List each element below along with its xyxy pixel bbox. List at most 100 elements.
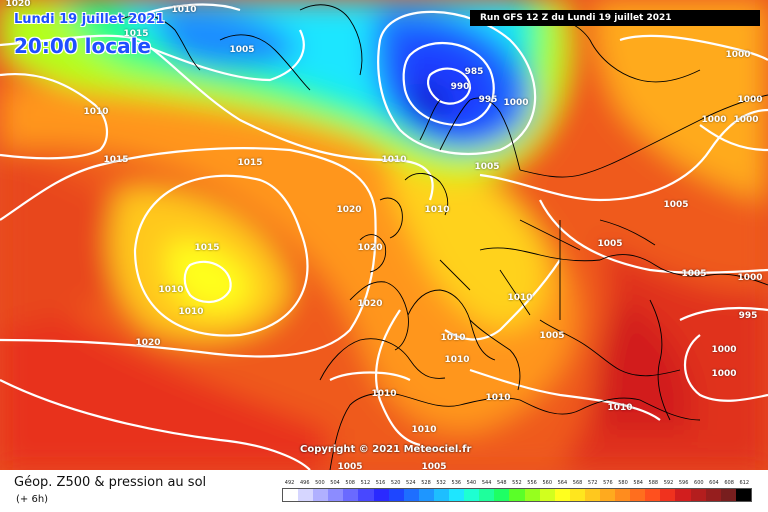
isobar-label: 1010 bbox=[178, 307, 204, 317]
run-banner: Run GFS 12 Z du Lundi 19 juillet 2021 bbox=[470, 10, 760, 26]
scale-tick-label: 596 bbox=[678, 480, 689, 486]
isobars bbox=[0, 3, 768, 470]
scale-tick-label: 592 bbox=[663, 480, 674, 486]
isobar-label: 1000 bbox=[701, 115, 727, 125]
scale-swatch bbox=[373, 489, 389, 501]
scale-tick-label: 536 bbox=[451, 480, 462, 486]
isobar-label: 1010 bbox=[371, 389, 397, 399]
isobar-label: 1010 bbox=[485, 393, 511, 403]
scale-tick-label: 608 bbox=[724, 480, 734, 486]
isobar-label: 1000 bbox=[733, 115, 759, 125]
scale-tick-label: 576 bbox=[603, 480, 613, 486]
isobar-label: 1010 bbox=[83, 107, 109, 117]
isobar-label: 1010 bbox=[444, 355, 470, 365]
isobar-label: 990 bbox=[450, 82, 470, 92]
scale-swatch bbox=[569, 489, 585, 501]
product-title: Géop. Z500 & pression au sol bbox=[14, 475, 207, 490]
scale-swatch bbox=[418, 489, 434, 501]
scale-swatch bbox=[705, 489, 721, 501]
weather-map: 1020 1015 1010 1005 985 990 995 1000 1000 1000 100… bbox=[0, 0, 768, 470]
scale-tick-label: 544 bbox=[481, 480, 492, 486]
isobar-label: 1010 bbox=[411, 425, 437, 435]
isobar-label: 1000 bbox=[503, 98, 529, 108]
isobar-label: 1015 bbox=[237, 158, 263, 168]
isobar-label: 1015 bbox=[103, 155, 129, 165]
scale-tick-label: 540 bbox=[466, 480, 477, 486]
isobar-label: 1010 bbox=[381, 155, 407, 165]
color-scale-ticks: 492 496 500 504 508 512 516 520 524 528 532 536 540 5… bbox=[282, 478, 752, 488]
scale-swatch bbox=[599, 489, 616, 501]
scale-tick-label: 580 bbox=[618, 480, 628, 486]
isobar-label: 1005 bbox=[229, 45, 255, 55]
scale-tick-label: 604 bbox=[709, 480, 719, 486]
scale-tick-label: 508 bbox=[345, 480, 355, 486]
scale-tick-label: 500 bbox=[315, 480, 325, 486]
scale-swatch bbox=[298, 489, 314, 501]
geopotential-field bbox=[0, 0, 768, 470]
scale-tick-label: 532 bbox=[436, 480, 446, 486]
scale-swatch bbox=[358, 489, 374, 501]
isobar-label: 1020 bbox=[5, 0, 31, 9]
copyright-notice: Copyright © 2021 Meteociel.fr bbox=[300, 444, 472, 455]
scale-tick-label: 552 bbox=[512, 480, 522, 486]
isobar-label: 1010 bbox=[171, 5, 197, 15]
scale-tick-label: 560 bbox=[542, 480, 552, 486]
scale-swatch bbox=[464, 489, 480, 501]
scale-swatch bbox=[283, 489, 299, 501]
isobar-label: 1020 bbox=[336, 205, 362, 215]
isobar-label: 1000 bbox=[711, 345, 737, 355]
scale-swatch bbox=[343, 489, 359, 501]
forecast-time: 20:00 locale bbox=[14, 34, 151, 58]
isobar-label: 1010 bbox=[440, 333, 466, 343]
isobar-label: 1000 bbox=[711, 369, 737, 379]
scale-swatch bbox=[645, 489, 661, 501]
scale-swatch bbox=[735, 489, 751, 501]
isobar-label: 1000 bbox=[725, 50, 751, 60]
isobar-label: 1005 bbox=[337, 462, 363, 470]
z500-shading bbox=[0, 0, 768, 470]
coastlines bbox=[119, 4, 768, 470]
scale-tick-label: 584 bbox=[633, 480, 643, 486]
isobar-label: 1005 bbox=[681, 269, 707, 279]
scale-swatch bbox=[479, 489, 495, 501]
isobar-label: 1010 bbox=[607, 403, 633, 413]
scale-swatch bbox=[615, 489, 631, 501]
scale-swatch bbox=[509, 489, 525, 501]
color-scale-swatches bbox=[282, 488, 752, 502]
isobar-label: 1000 bbox=[737, 273, 763, 283]
scale-swatch bbox=[554, 489, 570, 501]
isobar-label: 985 bbox=[464, 67, 484, 77]
isobar-label: 1005 bbox=[663, 200, 689, 210]
isobar-label: 995 bbox=[738, 311, 758, 321]
color-scale: 492 496 500 504 508 512 516 520 524 528 532 536 540 5… bbox=[282, 478, 752, 508]
scale-tick-label: 520 bbox=[390, 480, 401, 486]
isobar-label: 1010 bbox=[158, 285, 184, 295]
scale-swatch bbox=[675, 489, 691, 501]
scale-swatch bbox=[539, 489, 555, 501]
scale-tick-label: 516 bbox=[375, 480, 386, 486]
scale-tick-label: 504 bbox=[330, 480, 340, 486]
scale-tick-label: 600 bbox=[694, 480, 704, 486]
scale-swatch bbox=[720, 489, 736, 501]
scale-swatch bbox=[524, 489, 540, 501]
scale-swatch bbox=[584, 489, 600, 501]
scale-swatch bbox=[388, 489, 404, 501]
isobar-label: 1020 bbox=[357, 243, 383, 253]
scale-tick-label: 528 bbox=[421, 480, 431, 486]
scale-swatch bbox=[313, 489, 329, 501]
scale-tick-label: 496 bbox=[299, 480, 310, 486]
isobar-label: 1015 bbox=[123, 29, 149, 39]
scale-tick-label: 588 bbox=[648, 480, 659, 486]
scale-tick-label: 512 bbox=[360, 480, 371, 486]
isobar-label: 1015 bbox=[194, 243, 220, 253]
isobar-label: 1020 bbox=[357, 299, 383, 309]
scale-swatch bbox=[690, 489, 706, 501]
forecast-date: Lundi 19 juillet 2021 bbox=[14, 12, 165, 27]
isobar-label: 1005 bbox=[421, 462, 447, 470]
scale-tick-label: 548 bbox=[496, 480, 507, 486]
scale-tick-label: 556 bbox=[527, 480, 537, 486]
scale-swatch bbox=[403, 489, 419, 501]
isobar-label: 995 bbox=[478, 95, 498, 105]
isobar-label: 1010 bbox=[424, 205, 450, 215]
scale-swatch bbox=[449, 489, 465, 501]
